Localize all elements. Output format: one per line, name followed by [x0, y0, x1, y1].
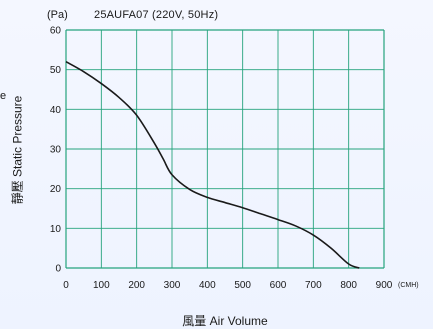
y-tick-label-40: 40	[50, 105, 62, 116]
series-line	[65, 61, 360, 269]
x-tick-label-900: 900	[376, 280, 393, 291]
x-tick-label-800: 800	[340, 280, 357, 291]
x-tick-label-100: 100	[93, 280, 110, 291]
x-tick-label-700: 700	[305, 280, 322, 291]
chart-title: 25AUFA07 (220V, 50Hz)	[94, 9, 219, 21]
left-edge-label: e	[0, 90, 6, 102]
grid-group	[65, 29, 385, 269]
y-tick-label-10: 10	[50, 224, 62, 235]
x-axis-label: 風量 Air Volume	[182, 312, 267, 329]
y-tick-label-50: 50	[50, 65, 62, 76]
x-tick-label-600: 600	[270, 280, 287, 291]
x-tick-label-200: 200	[128, 280, 145, 291]
x-axis-label-text: Air Volume	[209, 314, 268, 328]
x-tick-label-500: 500	[234, 280, 251, 291]
tick-group: 0 100 200 300 400 500 600 700 800 900 (CMH) 0 10 20 30…	[50, 26, 419, 292]
y-tick-label-60: 60	[50, 26, 62, 37]
y-unit-label: (Pa)	[47, 9, 68, 21]
y-tick-label-20: 20	[50, 184, 62, 195]
x-tick-label-300: 300	[164, 280, 181, 291]
x-unit-label: (CMH)	[398, 282, 419, 289]
x-tick-label-400: 400	[199, 280, 216, 291]
x-axis-label-cjk: 風量	[182, 314, 207, 328]
x-tick-label-0: 0	[63, 280, 69, 291]
y-tick-label-30: 30	[50, 145, 62, 156]
y-tick-label-0: 0	[55, 264, 61, 275]
